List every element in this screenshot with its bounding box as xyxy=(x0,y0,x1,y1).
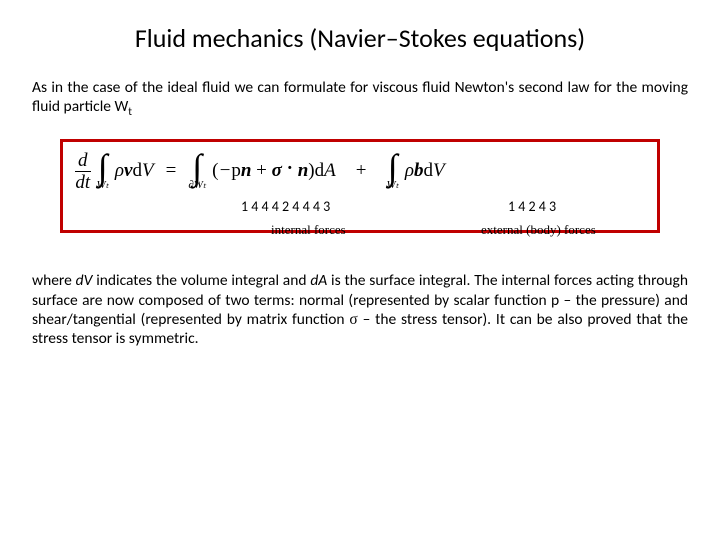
mid-int-lower: ∂Wₜ xyxy=(188,180,206,191)
label-external: external (body) forces xyxy=(481,222,596,238)
body-dv: dV xyxy=(76,271,93,290)
rhs-int-lower: Wₜ xyxy=(386,180,398,191)
plus-sign: + xyxy=(356,160,367,182)
lhs-int-lower: Wₜ xyxy=(97,180,109,191)
rhs-integral: ∫ Wₜ xyxy=(386,151,398,191)
body-paragraph: where dV indicates the volume integral a… xyxy=(32,271,688,349)
eq-sign: = xyxy=(166,160,177,182)
equation-box: d dt ∫ Wₜ ρvdV = ∫ ∂Wₜ (−pn + σ · n)dA +… xyxy=(60,139,660,233)
lhs-fraction: d dt xyxy=(75,151,91,192)
frac-den: dt xyxy=(75,172,90,192)
label-internal: internal forces xyxy=(271,222,346,238)
mid-integral: ∫ ∂Wₜ xyxy=(188,151,206,191)
intro-paragraph: As in the case of the ideal fluid we can… xyxy=(32,78,688,119)
body-p1: where xyxy=(32,271,76,290)
lhs-integral: ∫ Wₜ xyxy=(97,151,109,191)
seq-mid: 1 4 4 4 2 4 4 4 3 xyxy=(241,198,330,215)
mid-integrand: (−pn + σ · n)dA xyxy=(212,160,336,182)
page-title: Fluid mechanics (Navier–Stokes equations… xyxy=(32,22,688,54)
seq-rhs: 1 4 2 4 3 xyxy=(508,198,556,215)
body-p2: indicates the volume integral and xyxy=(92,271,310,290)
intro-subscript: t xyxy=(128,105,132,118)
body-da: dA xyxy=(310,271,327,290)
body-sigma: σ xyxy=(349,311,357,328)
lhs-integrand: ρvdV xyxy=(115,160,154,182)
frac-num: d xyxy=(75,151,91,172)
equation-row: d dt ∫ Wₜ ρvdV = ∫ ∂Wₜ (−pn + σ · n)dA +… xyxy=(75,142,645,200)
rhs-integrand: ρbdV xyxy=(405,160,445,182)
